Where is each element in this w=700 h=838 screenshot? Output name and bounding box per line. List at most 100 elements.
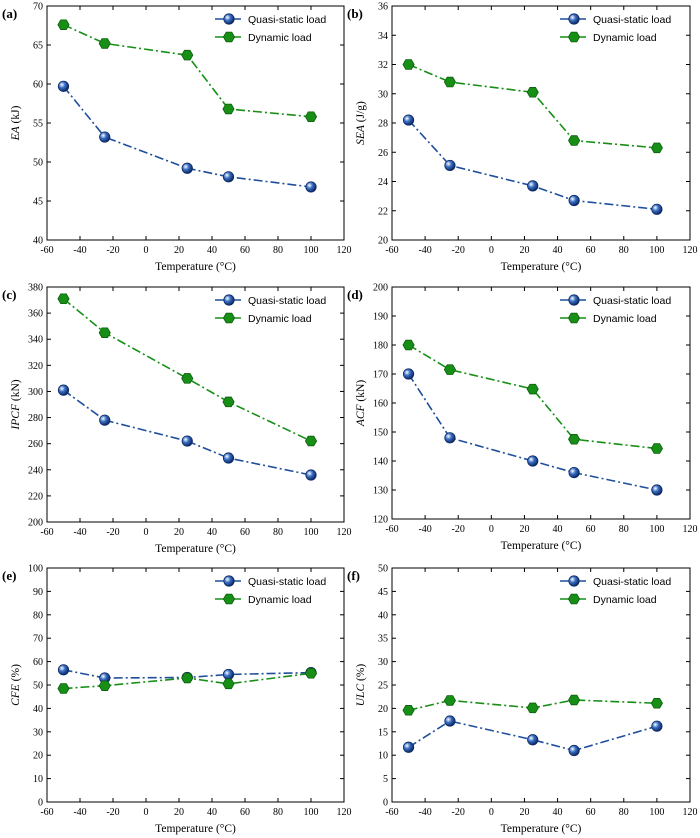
- y-tick-label: 300: [28, 387, 43, 398]
- data-point-quasi-static: [402, 741, 415, 753]
- y-tick-label: 160: [373, 399, 388, 410]
- y-tick-label: 0: [383, 798, 388, 809]
- legend-marker: [567, 31, 581, 43]
- y-tick-label: 200: [28, 518, 43, 529]
- y-tick-label: 35: [378, 634, 388, 645]
- x-axis-title: Temperature (°C): [501, 823, 582, 835]
- y-tick-label: 50: [33, 681, 43, 692]
- x-tick-label: -20: [452, 245, 465, 256]
- y-tick-label: 70: [33, 2, 43, 13]
- y-axis-title-quantity: IPCF: [10, 403, 22, 431]
- data-point-dynamic: [526, 87, 539, 98]
- legend-marker: [222, 312, 236, 324]
- x-tick-label: 100: [649, 524, 664, 535]
- x-tick-label: -20: [106, 527, 119, 538]
- y-tick-label: 65: [33, 41, 43, 52]
- y-axis-title-quantity: ACF: [355, 403, 367, 427]
- y-tick-label: 180: [373, 341, 388, 352]
- panel-label: (d): [347, 287, 363, 302]
- data-point-dynamic: [568, 135, 581, 146]
- data-point-dynamic: [181, 672, 194, 684]
- y-tick-label: 10: [33, 774, 43, 785]
- data-point-quasi-static: [222, 171, 235, 183]
- data-point-quasi-static: [402, 114, 415, 126]
- y-tick-label: 20: [33, 751, 43, 762]
- y-tick-label: 240: [28, 465, 43, 476]
- x-tick-label: 60: [240, 527, 250, 538]
- legend-marker: [223, 575, 235, 587]
- y-tick-label: 340: [28, 335, 43, 346]
- data-point-dynamic: [650, 142, 663, 154]
- x-tick-label: 100: [304, 527, 319, 538]
- data-point-dynamic: [304, 111, 318, 123]
- x-tick-label: 20: [174, 245, 184, 256]
- y-tick-label: 30: [378, 89, 388, 100]
- panel-label: (c): [2, 287, 16, 302]
- y-tick-label: 70: [33, 634, 43, 645]
- chart-panel-1: -60 -40 -20 0 20 40 60 80 100 120 40 45 50 55 60 65 70 Te…: [2, 2, 352, 274]
- series-line-quasi-static: [63, 389, 312, 476]
- y-tick-label: 45: [378, 587, 388, 598]
- x-tick-label: 120: [337, 245, 352, 256]
- data-point-dynamic: [304, 435, 318, 447]
- y-tick-label: 50: [33, 158, 43, 169]
- data-point-quasi-static: [305, 181, 317, 193]
- data-point-quasi-static: [222, 452, 235, 464]
- data-point-quasi-static: [57, 664, 70, 676]
- data-point-quasi-static: [99, 414, 111, 426]
- series-line-quasi-static: [407, 119, 657, 211]
- y-axis-title: ACF (kN): [355, 380, 367, 427]
- x-tick-label: 40: [553, 524, 563, 535]
- x-tick-label: 0: [489, 524, 494, 535]
- data-point-quasi-static: [99, 131, 111, 143]
- data-point-dynamic: [650, 698, 663, 709]
- y-tick-label: 40: [33, 704, 43, 715]
- data-point-quasi-static: [568, 194, 580, 207]
- panel-label: (a): [2, 6, 17, 21]
- legend-marker: [223, 294, 235, 306]
- legend-label: Dynamic load: [248, 313, 312, 325]
- data-point-dynamic: [57, 293, 70, 305]
- data-point-quasi-static: [402, 368, 415, 380]
- y-tick-label: 120: [373, 515, 388, 526]
- legend-label: Quasi-static load: [593, 14, 671, 26]
- data-point-dynamic: [650, 443, 663, 454]
- legend-marker: [567, 593, 581, 605]
- legend-marker: [222, 31, 236, 43]
- y-axis-title-unit: (%): [355, 664, 367, 684]
- data-point-quasi-static: [305, 469, 317, 481]
- data-point-quasi-static: [568, 744, 580, 757]
- legend-label: Dynamic load: [593, 594, 657, 606]
- legend-marker: [223, 13, 235, 25]
- y-tick-label: 20: [378, 236, 388, 247]
- chart-panel-6: -60 -40 -20 0 20 40 60 80 100 120 0 5 10 15 20 25 30 35 40…: [347, 564, 698, 836]
- y-tick-label: 45: [33, 197, 43, 208]
- x-tick-label: -60: [385, 807, 398, 818]
- y-tick-label: 50: [378, 564, 388, 575]
- y-axis-title: EA (kJ): [10, 105, 22, 141]
- x-axis-title: Temperature (°C): [501, 540, 582, 552]
- chart-panel-3: -60 -40 -20 0 20 40 60 80 100 120 200 220 240 260 280 3…: [2, 283, 352, 556]
- x-tick-label: 0: [144, 245, 149, 256]
- y-tick-label: 26: [378, 148, 388, 159]
- y-tick-label: 10: [378, 751, 388, 762]
- x-tick-label: -20: [106, 807, 119, 818]
- y-tick-label: 32: [378, 60, 388, 71]
- x-tick-label: 20: [519, 524, 529, 535]
- x-tick-label: -60: [385, 245, 398, 256]
- data-point-quasi-static: [527, 734, 539, 746]
- x-tick-label: -40: [73, 245, 86, 256]
- y-tick-label: 55: [33, 119, 43, 130]
- y-tick-label: 190: [373, 312, 388, 323]
- data-point-quasi-static: [651, 203, 663, 215]
- x-tick-label: 120: [683, 245, 698, 256]
- y-tick-label: 130: [373, 486, 388, 497]
- x-tick-label: -60: [40, 245, 53, 256]
- x-tick-label: 100: [304, 807, 319, 818]
- y-tick-label: 220: [28, 491, 43, 502]
- data-point-dynamic: [222, 678, 235, 690]
- legend-label: Quasi-static load: [248, 576, 326, 588]
- legend-label: Quasi-static load: [593, 576, 671, 588]
- y-axis-title-unit: (J/g): [355, 101, 367, 125]
